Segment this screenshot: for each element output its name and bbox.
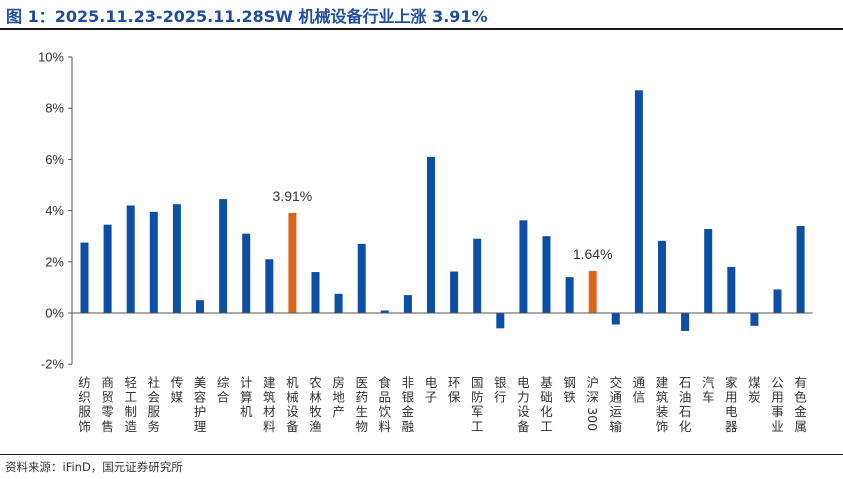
x-tick-label: 电子 — [425, 375, 438, 405]
y-tick-label: 10% — [38, 50, 64, 65]
bar-20 — [519, 220, 528, 313]
x-tick-label-run: 300 — [585, 407, 600, 431]
x-tick-label: 国防军工 — [471, 375, 484, 434]
x-tick-label: 沪深 — [586, 375, 599, 405]
y-tick-label: 2% — [45, 254, 64, 269]
bar-28 — [704, 229, 713, 313]
x-tick-label: 交通运输 — [610, 375, 623, 434]
y-tick-label: 0% — [45, 306, 64, 321]
x-tick-label: 传媒 — [171, 375, 184, 405]
x-tick-label: 家用电器 — [725, 375, 738, 434]
x-tick-label: 商贸零售 — [101, 375, 114, 434]
bar-1 — [80, 242, 89, 313]
bar-series — [80, 90, 805, 331]
y-tick-label: 8% — [45, 101, 64, 116]
bar-19 — [496, 313, 505, 329]
x-tick-label: 房地产 — [332, 375, 345, 419]
x-tick-label: 银行 — [494, 375, 507, 405]
data-label: 3.91% — [273, 188, 313, 204]
bar-3 — [126, 205, 135, 313]
bar-6 — [196, 300, 204, 313]
x-tick-label: 计算机 — [240, 375, 253, 419]
x-tick-label: 医药生物 — [355, 375, 368, 434]
x-tick-label: 建筑材料 — [263, 375, 276, 434]
x-tick-label: 美容护理 — [194, 375, 207, 434]
x-tick-label: 石油石化 — [679, 375, 692, 434]
bar-30 — [750, 313, 759, 326]
bar-12 — [334, 293, 343, 313]
bar-15 — [403, 295, 412, 313]
footer-divider — [0, 454, 843, 455]
y-axis: -2% 0% 2% 4% 6% 8% 10% — [38, 50, 73, 372]
bar-21 — [542, 236, 551, 313]
x-axis: 纺织服饰商贸零售轻工制造社会服务传媒美容护理综合计算机建筑材料机械设备农林牧渔房… — [72, 312, 813, 434]
x-tick-label: 公用事业 — [771, 375, 784, 434]
chart-title: 图 1：2025.11.23-2025.11.28SW 机械设备行业上涨 3.9… — [6, 7, 488, 26]
bar-24 — [611, 313, 620, 325]
x-tick-label: 有色金属 — [794, 375, 807, 434]
bar-8 — [242, 233, 251, 313]
x-tick-label: 纺织服饰 — [78, 375, 91, 434]
bar-26 — [658, 240, 666, 313]
bar-16 — [427, 156, 435, 313]
x-tick-label: 食品饮料 — [379, 375, 392, 434]
bar-29 — [727, 266, 736, 313]
bar-23 — [588, 271, 597, 313]
bar-2 — [103, 224, 112, 313]
bar-10 — [288, 212, 297, 313]
bar-4 — [149, 211, 158, 313]
bar-25 — [634, 90, 643, 313]
x-tick-label: 钢铁 — [563, 375, 576, 405]
y-tick-label: 4% — [45, 203, 64, 218]
x-tick-label: 机械设备 — [286, 375, 299, 434]
bar-11 — [311, 272, 320, 313]
x-tick-label: 非银金融 — [402, 375, 415, 434]
y-tick-label: -2% — [41, 357, 65, 372]
bar-13 — [357, 243, 366, 313]
bar-7 — [219, 199, 228, 313]
bar-27 — [681, 313, 690, 331]
x-tick-label: 社会服务 — [148, 375, 161, 434]
source-note: 资料来源：iFinD，国元证券研究所 — [5, 460, 183, 474]
bar-17 — [450, 271, 459, 313]
x-tick-label: 农林牧渔 — [309, 375, 322, 434]
bar-18 — [473, 238, 482, 313]
bar-chart: -2% 0% 2% 4% 6% 8% 10% 纺织服饰商贸零售轻工制造社会服务传媒美容护理综… — [38, 50, 813, 434]
bar-9 — [265, 259, 274, 313]
data-labels: 3.91% 1.64% — [273, 188, 613, 262]
bar-5 — [172, 204, 181, 313]
bar-31 — [773, 289, 782, 313]
x-tick-label: 环保 — [448, 375, 461, 405]
x-tick-label: 通信 — [633, 375, 646, 405]
x-tick-label: 煤炭 — [748, 375, 761, 405]
bar-22 — [565, 277, 574, 313]
x-tick-label: 基础化工 — [540, 375, 553, 434]
y-tick-label: 6% — [45, 152, 64, 167]
x-tick-label: 综合 — [217, 375, 230, 405]
title-divider — [0, 28, 843, 30]
x-tick-label: 建筑装饰 — [656, 375, 669, 434]
bar-14 — [380, 310, 389, 313]
bar-32 — [796, 225, 805, 313]
x-tick-label: 轻工制造 — [124, 375, 137, 434]
x-tick-label: 电力设备 — [517, 375, 530, 434]
x-tick-label: 汽车 — [702, 375, 715, 405]
data-label: 1.64% — [573, 246, 613, 262]
